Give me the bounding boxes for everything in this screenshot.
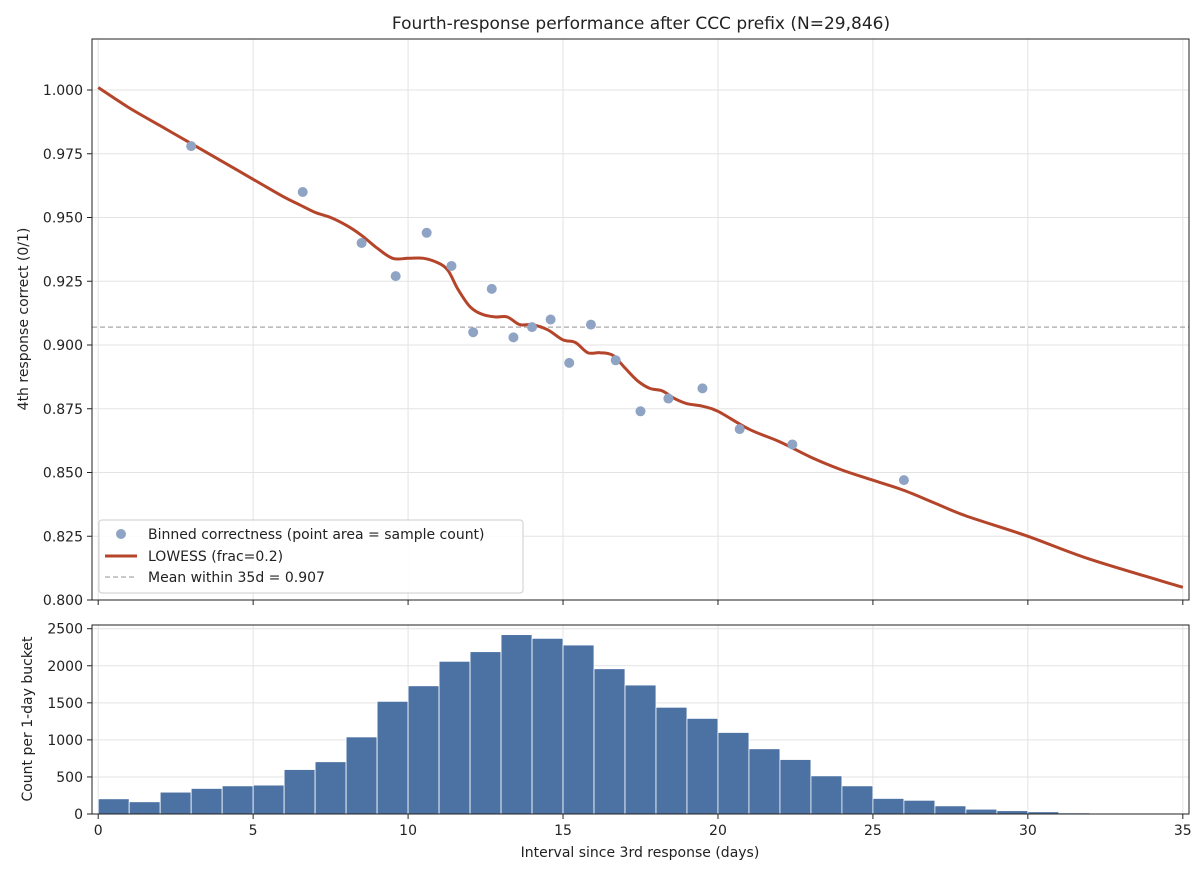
histogram-bar <box>252 784 285 815</box>
histogram-bar <box>531 637 564 815</box>
bottom-y-tick-label: 2000 <box>47 659 83 675</box>
binned-point <box>186 141 197 152</box>
chart-title: Fourth-response performance after CCC pr… <box>392 14 890 34</box>
top-x-tick-marks <box>97 600 1184 605</box>
top-y-tick-label: 0.800 <box>43 593 83 609</box>
legend-label-mean: Mean within 35d = 0.907 <box>148 570 325 586</box>
binned-point <box>297 187 308 197</box>
histogram-bar <box>996 810 1029 815</box>
bottom-y-tick-label: 2500 <box>47 622 83 638</box>
histogram-bar <box>190 788 223 815</box>
bottom-x-tick-label: 20 <box>709 823 727 839</box>
binned-point <box>663 393 674 404</box>
binned-point <box>508 332 519 343</box>
legend-box <box>98 519 524 594</box>
histogram-bar <box>376 700 409 815</box>
top-y-tick-label: 0.900 <box>43 338 83 354</box>
legend: Binned correctness (point area = sample … <box>98 519 524 594</box>
histogram-bar <box>345 736 378 815</box>
legend-scatter-marker <box>116 529 126 539</box>
bottom-y-tick-label: 0 <box>74 807 83 823</box>
histogram-bar <box>686 717 719 815</box>
histogram-bar <box>159 791 192 815</box>
top-y-tick-label: 0.975 <box>43 147 83 163</box>
top-plot-frame <box>91 38 1190 601</box>
bottom-y-tick-label: 500 <box>56 770 83 786</box>
top-y-tick-label: 0.825 <box>43 529 83 545</box>
histogram-bar <box>500 634 533 815</box>
bottom-x-tick-label: 30 <box>1019 823 1037 839</box>
histogram-bar <box>314 761 347 815</box>
binned-point <box>486 283 497 294</box>
histogram-bar <box>624 684 657 815</box>
top-y-tick-label: 0.950 <box>43 211 83 227</box>
histogram-bar <box>965 808 998 815</box>
histogram-panel: 0 500 1000 1500 2000 2500 0 5 10 15 20 25 30 35 Coun… <box>20 622 1192 861</box>
histogram-bar <box>469 651 502 815</box>
binned-point <box>787 439 798 450</box>
legend-label-scatter: Binned correctness (point area = sample … <box>148 527 485 543</box>
histogram-bar <box>97 798 130 815</box>
top-y-tick-label: 0.925 <box>43 274 83 290</box>
bottom-x-tick-label: 35 <box>1174 823 1192 839</box>
binned-point <box>356 238 367 248</box>
top-y-tick-label: 1.000 <box>43 83 83 99</box>
binned-point <box>545 314 556 325</box>
histogram-bar <box>841 785 874 815</box>
bottom-x-tick-label: 25 <box>864 823 882 839</box>
top-y-axis: 0.800 0.825 0.850 0.875 0.900 0.925 0.950 0.975… <box>43 83 92 609</box>
top-y-tick-label: 0.875 <box>43 402 83 418</box>
binned-point <box>468 327 479 338</box>
bottom-y-tick-label: 1000 <box>47 733 83 749</box>
histogram-bar <box>593 668 626 815</box>
histogram-bar <box>779 759 812 815</box>
x-axis-label: Interval since 3rd response (days) <box>521 845 760 861</box>
top-y-axis-label: 4th response correct (0/1) <box>16 228 32 411</box>
bottom-x-tick-label: 15 <box>554 823 572 839</box>
bottom-y-axis: 0 500 1000 1500 2000 2500 <box>47 622 92 823</box>
legend-label-lowess: LOWESS (frac=0.2) <box>148 549 283 565</box>
bottom-x-tick-label: 10 <box>399 823 417 839</box>
binned-point <box>610 355 621 366</box>
top-gridlines <box>92 39 1189 601</box>
binned-point <box>390 271 401 282</box>
histogram-bar <box>810 775 843 815</box>
binned-point <box>585 319 596 330</box>
top-y-tick-label: 0.850 <box>43 466 83 482</box>
binned-point <box>898 475 909 486</box>
histogram-bar <box>562 644 595 815</box>
bottom-y-axis-label: Count per 1-day bucket <box>20 636 36 802</box>
histogram-bar <box>221 785 254 815</box>
histogram-bar <box>128 801 161 815</box>
binned-point <box>697 383 708 394</box>
bottom-plot-frame <box>91 624 1190 815</box>
bottom-x-tick-label: 5 <box>249 823 258 839</box>
histogram-bar <box>283 769 316 815</box>
top-plot-background <box>92 39 1189 600</box>
binned-point <box>421 227 432 238</box>
histogram-bar <box>407 685 440 815</box>
histogram-bars <box>97 634 1184 815</box>
binned-point <box>635 406 646 417</box>
histogram-bar <box>748 748 781 815</box>
binned-point <box>564 357 575 368</box>
bottom-x-axis: 0 5 10 15 20 25 30 35 <box>94 814 1192 839</box>
histogram-bar <box>934 805 967 815</box>
histogram-bar <box>717 732 750 815</box>
binned-point <box>734 424 745 435</box>
histogram-bar <box>655 706 688 815</box>
histogram-bar <box>903 799 936 815</box>
histogram-bar <box>872 798 905 815</box>
bottom-x-tick-label: 0 <box>94 823 103 839</box>
binned-point <box>527 322 538 333</box>
binned-points <box>186 141 909 486</box>
correctness-panel: Fourth-response performance after CCC pr… <box>16 14 1190 609</box>
binned-point <box>446 260 457 271</box>
bottom-y-tick-label: 1500 <box>47 696 83 712</box>
lowess-curve <box>97 86 1184 589</box>
histogram-bar <box>438 660 471 815</box>
